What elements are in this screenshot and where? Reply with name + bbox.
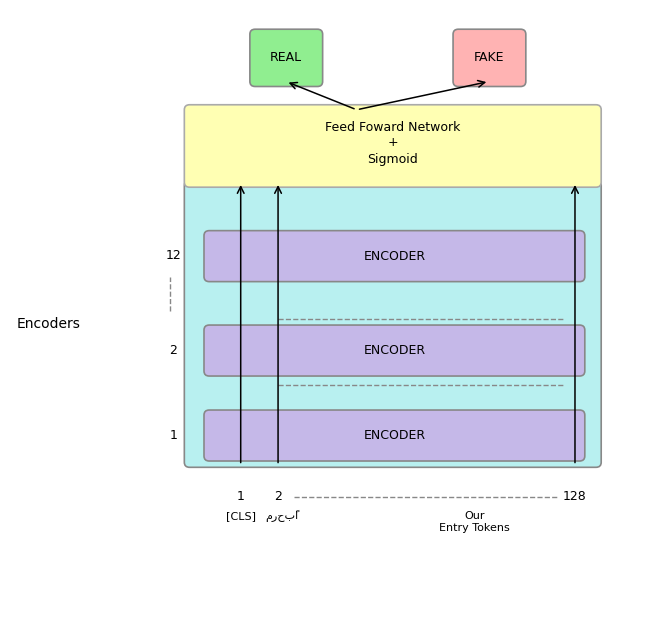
FancyBboxPatch shape <box>204 410 585 461</box>
Text: FAKE: FAKE <box>474 51 505 64</box>
Text: ENCODER: ENCODER <box>364 250 426 263</box>
Text: Our
Entry Tokens: Our Entry Tokens <box>440 511 510 533</box>
Text: REAL: REAL <box>270 51 302 64</box>
FancyBboxPatch shape <box>184 105 602 187</box>
Text: [CLS]: [CLS] <box>225 511 256 521</box>
Text: Encoders: Encoders <box>17 317 81 331</box>
FancyBboxPatch shape <box>453 29 525 86</box>
Text: 2: 2 <box>169 344 177 358</box>
Text: 128: 128 <box>563 490 587 504</box>
Text: 2: 2 <box>274 490 282 504</box>
Text: +: + <box>387 137 398 149</box>
Text: 1: 1 <box>237 490 245 504</box>
FancyBboxPatch shape <box>184 180 602 467</box>
Text: Feed Foward Network: Feed Foward Network <box>325 121 461 133</box>
Text: مرحبًا: مرحبًا <box>265 510 298 522</box>
Text: 12: 12 <box>165 250 181 262</box>
FancyBboxPatch shape <box>204 325 585 376</box>
Text: Sigmoid: Sigmoid <box>368 153 418 166</box>
Text: 1: 1 <box>169 429 177 443</box>
Text: ENCODER: ENCODER <box>364 344 426 357</box>
FancyBboxPatch shape <box>204 231 585 281</box>
Text: ENCODER: ENCODER <box>364 429 426 442</box>
FancyBboxPatch shape <box>250 29 323 86</box>
